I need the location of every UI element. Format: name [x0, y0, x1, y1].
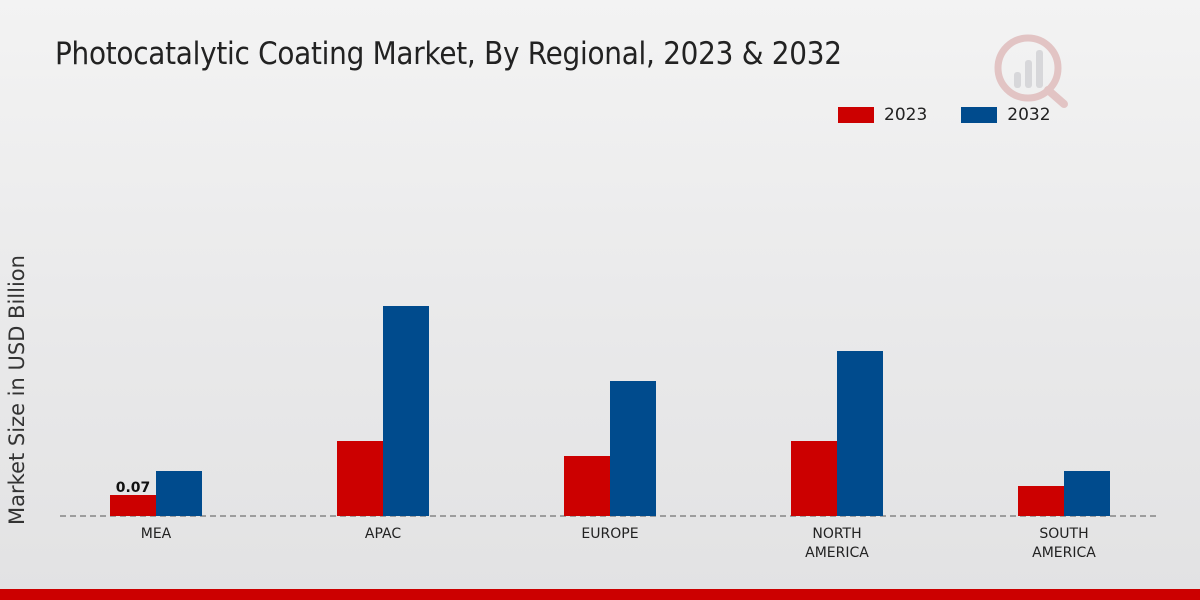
bar-2032-south-america — [1064, 471, 1110, 516]
x-tick-label-south-america: SOUTH AMERICA — [1032, 526, 1096, 561]
bar-2032-apac — [383, 306, 429, 516]
bar-2023-apac — [337, 441, 383, 516]
bottom-accent-bar — [0, 589, 1200, 600]
bar-2023-europe — [564, 456, 610, 516]
bar-2032-europe — [610, 381, 656, 516]
chart-title: Photocatalytic Coating Market, By Region… — [55, 36, 842, 72]
legend: 2023 2032 — [838, 105, 1085, 125]
legend-swatch-2032 — [961, 107, 998, 123]
x-tick-label-mea: MEA — [141, 526, 172, 542]
brand-logo-icon — [994, 34, 1068, 108]
bar-2023-mea — [110, 495, 156, 516]
legend-item-2023: 2023 — [838, 105, 927, 125]
bar-2023-south-america — [1018, 486, 1064, 516]
bar-2032-north-america — [837, 351, 883, 516]
bar-2032-mea — [156, 471, 202, 516]
legend-item-2032: 2032 — [961, 105, 1051, 125]
legend-swatch-2023 — [838, 107, 874, 123]
x-tick-label-apac: APAC — [365, 526, 401, 542]
x-tick-label-europe: EUROPE — [581, 526, 638, 542]
data-label: 0.07 — [116, 480, 151, 496]
legend-label-2023: 2023 — [884, 105, 928, 125]
bar-2023-north-america — [791, 441, 837, 516]
x-tick-label-north-america: NORTH AMERICA — [805, 526, 869, 561]
legend-label-2032: 2032 — [1007, 105, 1051, 125]
